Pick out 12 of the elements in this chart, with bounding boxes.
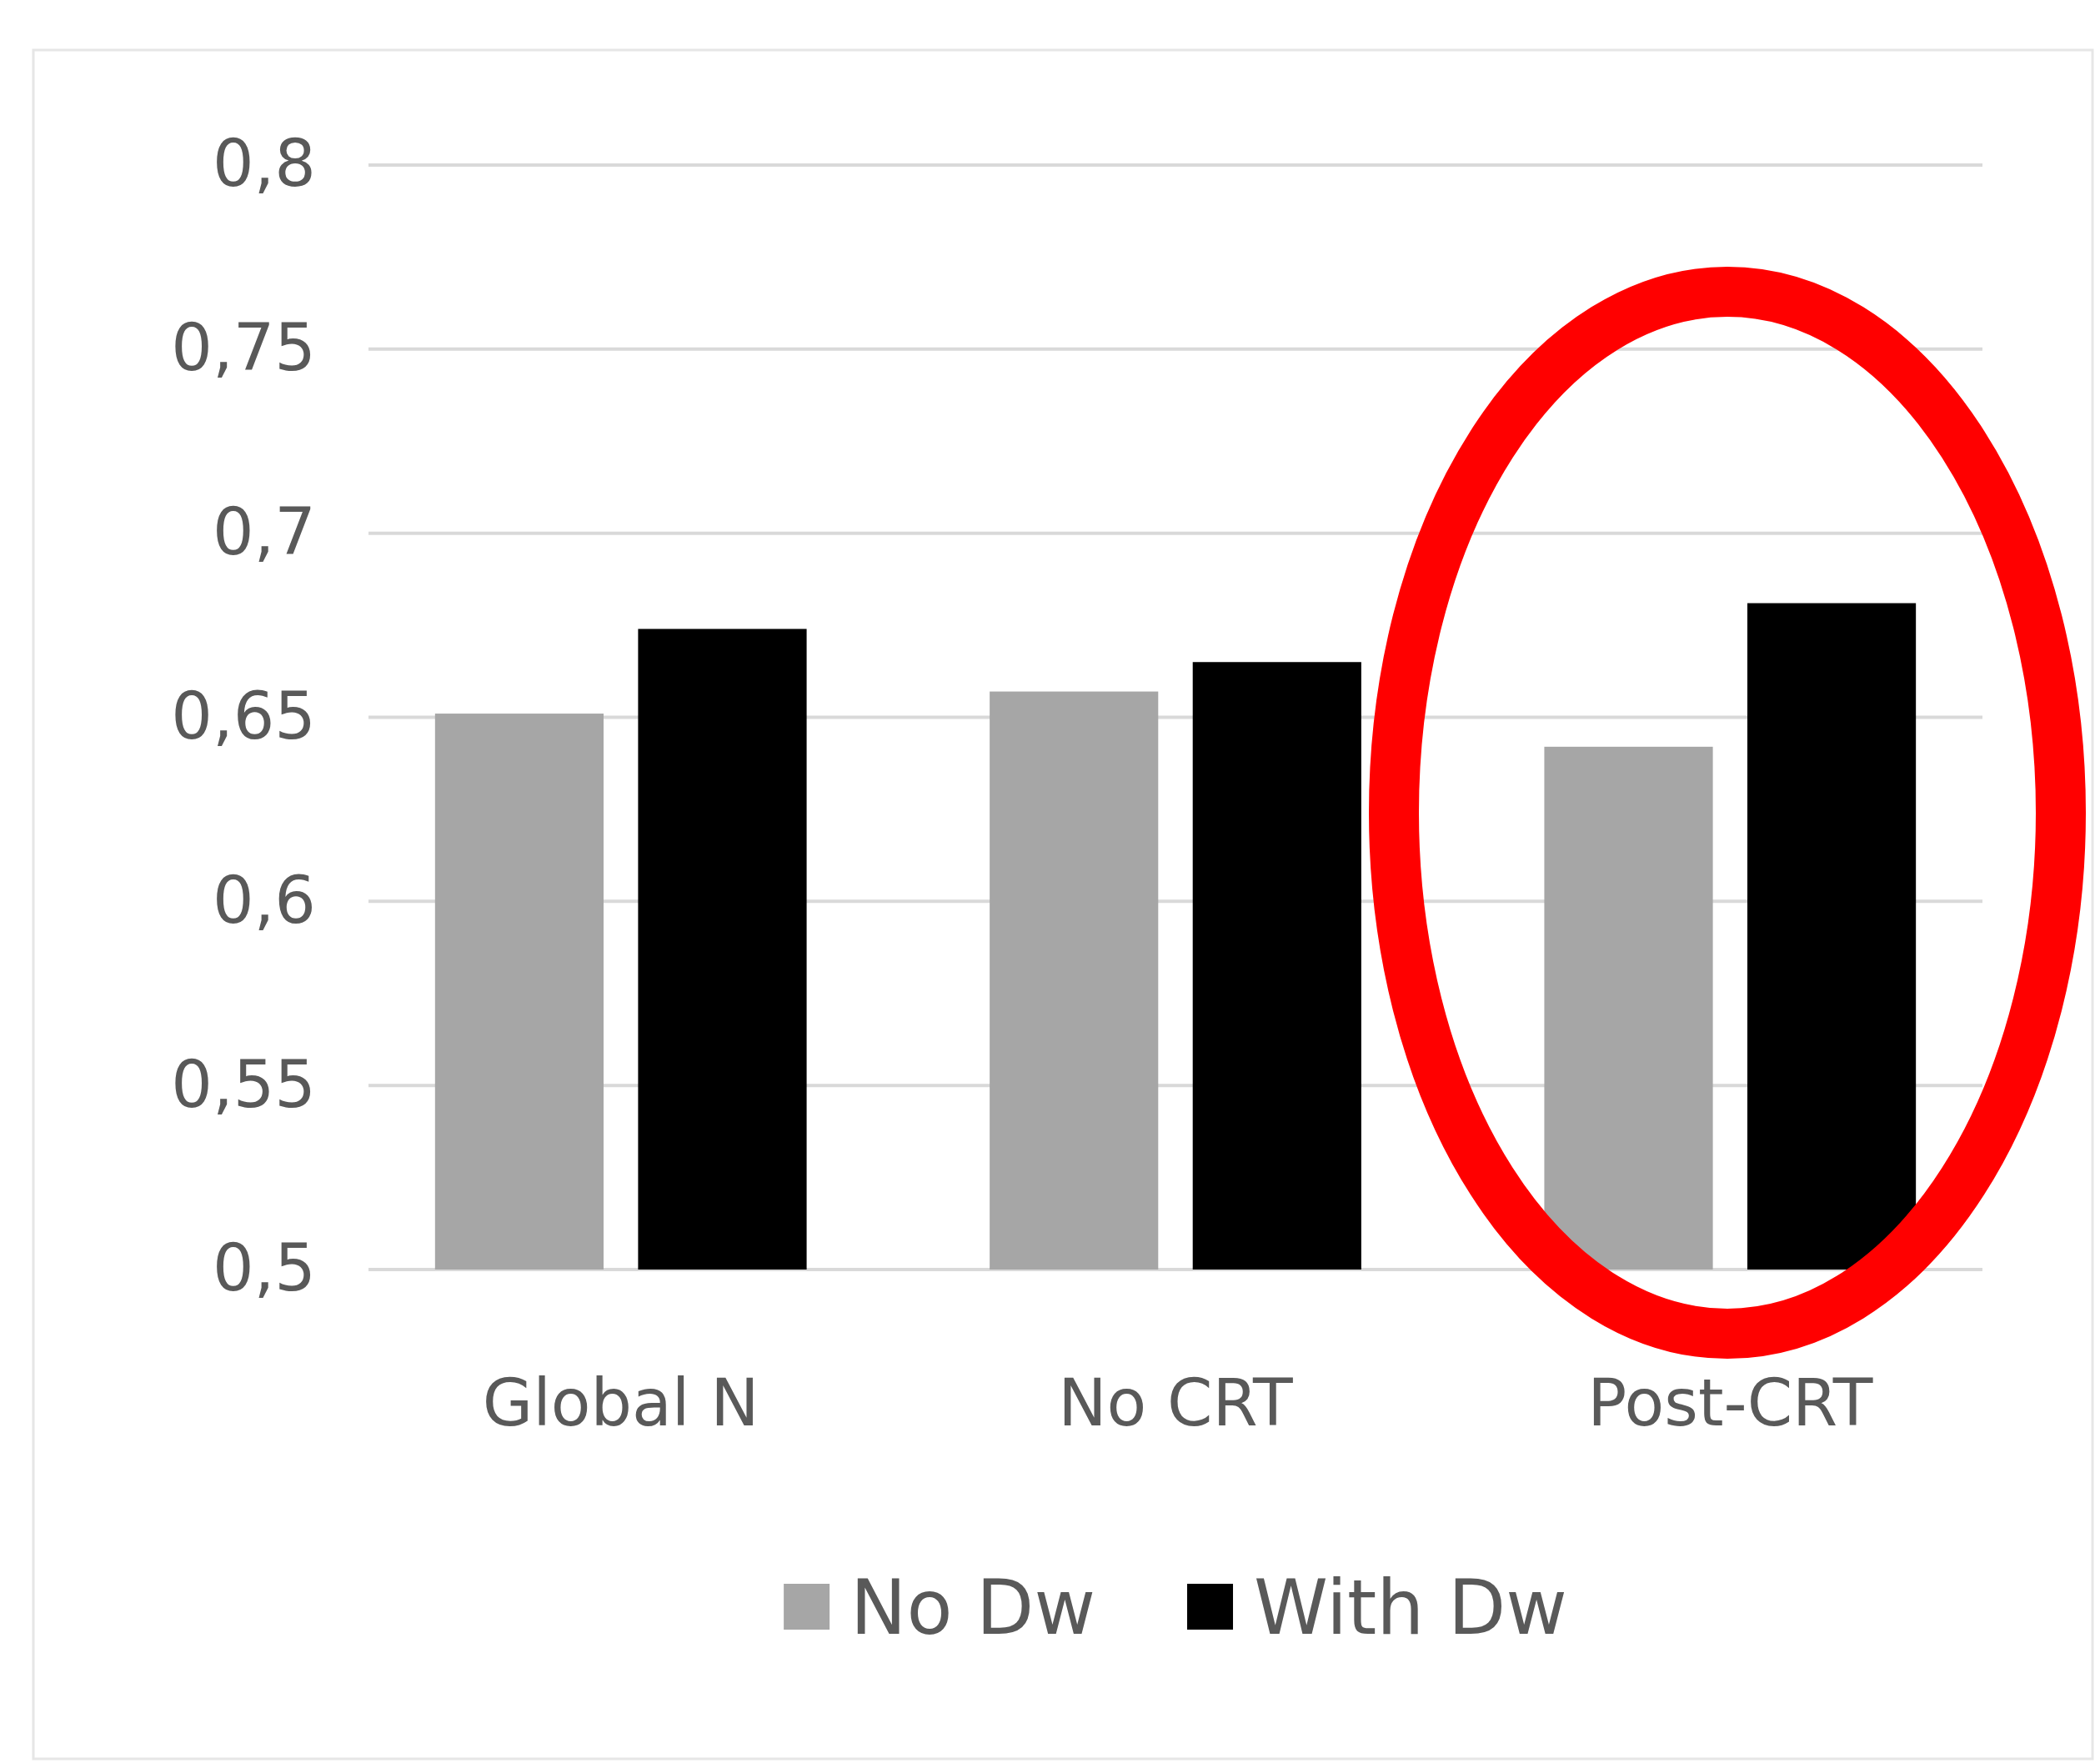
y-tick-label: 0,7 [212,494,316,570]
legend-label: With Dw [1254,1564,1567,1651]
y-tick-label: 0,65 [171,678,316,754]
y-tick-label: 0,6 [212,862,316,938]
y-tick-label: 0,55 [171,1046,316,1122]
y-tick-label: 0,5 [212,1230,316,1306]
x-tick-label: Global N [482,1365,759,1440]
x-tick-label: Post-CRT [1587,1365,1873,1440]
x-tick-label: No CRT [1058,1365,1294,1440]
y-tick-label: 0,75 [171,310,316,386]
y-tick-label: 0,8 [212,126,316,202]
legend-label: No Dw [850,1564,1096,1651]
